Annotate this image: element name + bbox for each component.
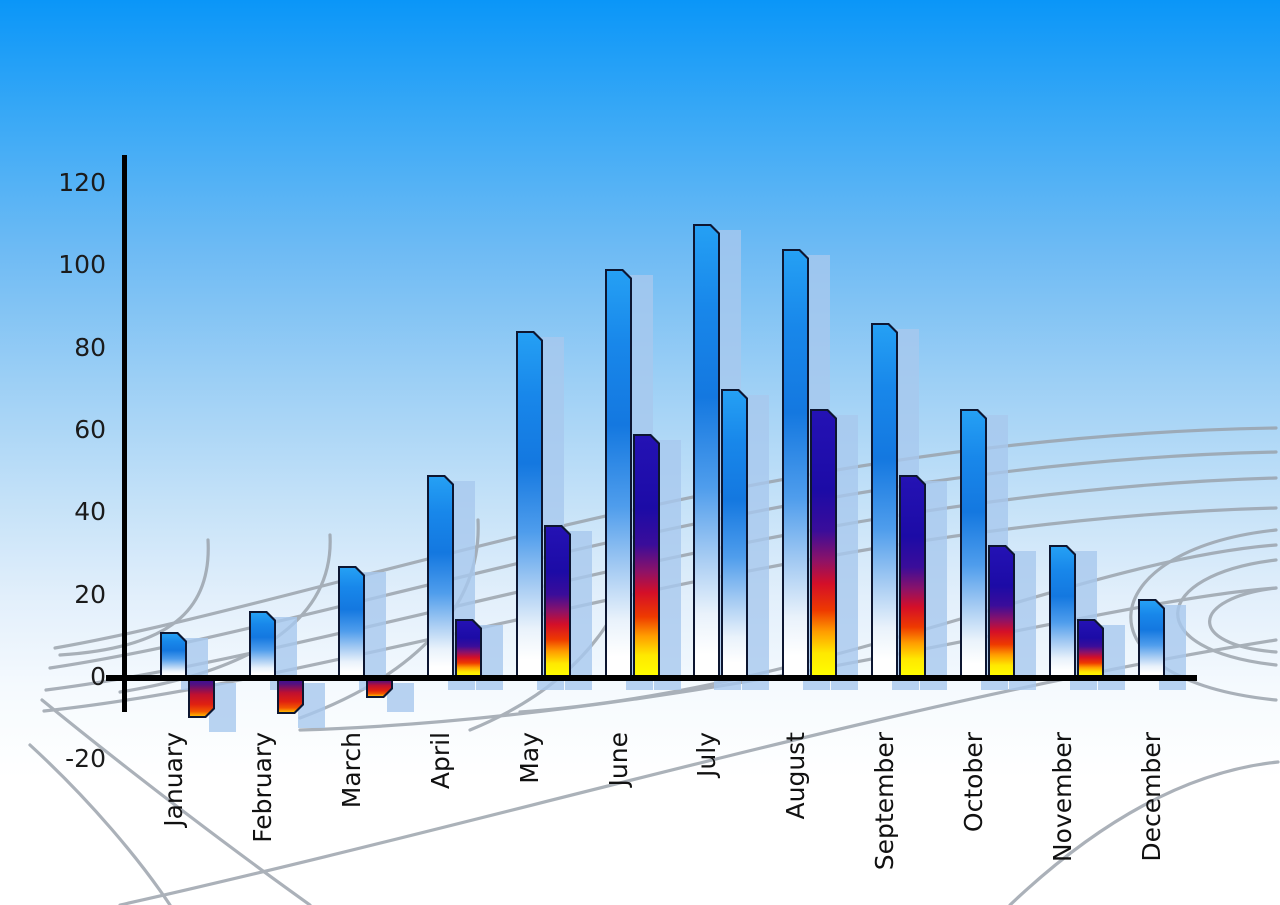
bar-november-primary bbox=[1049, 545, 1076, 677]
bar-february-primary-fill bbox=[251, 613, 274, 677]
y-tick-label-0: 0 bbox=[90, 662, 106, 691]
bar-november-secondary-fill bbox=[1079, 621, 1102, 677]
bar-september-secondary-fill bbox=[901, 477, 924, 677]
x-tick-label-march: March bbox=[337, 732, 366, 809]
y-tick-label-120: 120 bbox=[58, 168, 106, 197]
bar-april-primary bbox=[427, 475, 454, 677]
x-tick-label-february: February bbox=[248, 732, 277, 843]
bar-october-secondary bbox=[988, 545, 1015, 677]
x-tick-label-december: December bbox=[1137, 732, 1166, 862]
bar-july-primary-fill bbox=[695, 226, 718, 677]
y-tick-label-40: 40 bbox=[74, 497, 106, 526]
bar-january-secondary bbox=[188, 677, 215, 718]
x-tick-label-july: July bbox=[692, 732, 721, 777]
bar-october-secondary-fill bbox=[990, 547, 1013, 677]
bar-december-primary bbox=[1138, 599, 1165, 677]
bar-july-secondary bbox=[721, 389, 748, 677]
bar-october-primary bbox=[960, 409, 987, 677]
bar-september-primary-fill bbox=[873, 325, 896, 677]
x-tick-label-august: August bbox=[781, 732, 810, 820]
bar-january-primary bbox=[160, 632, 187, 677]
y-tick-label-100: 100 bbox=[58, 250, 106, 279]
bar-may-secondary-fill bbox=[546, 527, 569, 677]
x-tick-label-april: April bbox=[426, 732, 455, 790]
bar-may-primary-fill bbox=[518, 333, 541, 677]
x-tick-label-june: June bbox=[604, 732, 633, 787]
bar-april-secondary-fill bbox=[457, 621, 480, 677]
bar-january-secondary-fill bbox=[190, 677, 213, 716]
bar-january-primary-fill bbox=[162, 634, 185, 677]
x-tick-label-november: November bbox=[1048, 732, 1077, 863]
bar-february-primary bbox=[249, 611, 276, 677]
x-axis-line bbox=[106, 675, 1197, 681]
bar-april-secondary bbox=[455, 619, 482, 677]
bar-may-secondary bbox=[544, 525, 571, 677]
bar-july-primary bbox=[693, 224, 720, 677]
x-tick-label-september: September bbox=[870, 732, 899, 871]
bar-june-primary-fill bbox=[607, 271, 630, 677]
bar-march-secondary bbox=[366, 677, 393, 698]
bar-june-secondary bbox=[633, 434, 660, 677]
bar-august-primary bbox=[782, 249, 809, 677]
bar-june-primary bbox=[605, 269, 632, 677]
y-axis-line bbox=[122, 155, 127, 712]
bar-march-primary bbox=[338, 566, 365, 677]
bar-june-secondary-fill bbox=[635, 436, 658, 677]
y-tick-label-80: 80 bbox=[74, 333, 106, 362]
bar-april-primary-fill bbox=[429, 477, 452, 677]
bar-august-secondary-fill bbox=[812, 411, 835, 677]
bar-december-primary-fill bbox=[1140, 601, 1163, 677]
bar-august-secondary bbox=[810, 409, 837, 677]
bar-september-secondary bbox=[899, 475, 926, 677]
y-tick-label--20: -20 bbox=[65, 744, 106, 773]
x-tick-label-may: May bbox=[515, 732, 544, 784]
x-tick-label-october: October bbox=[959, 732, 988, 833]
bar-november-secondary bbox=[1077, 619, 1104, 677]
bar-may-primary bbox=[516, 331, 543, 677]
bar-september-primary bbox=[871, 323, 898, 677]
bar-august-primary-fill bbox=[784, 251, 807, 677]
x-tick-label-january: January bbox=[159, 732, 188, 827]
bar-march-secondary-fill bbox=[368, 677, 391, 696]
bar-february-secondary bbox=[277, 677, 304, 714]
y-tick-label-20: 20 bbox=[74, 580, 106, 609]
y-tick-label-60: 60 bbox=[74, 415, 106, 444]
bar-july-secondary-fill bbox=[723, 391, 746, 677]
bar-october-primary-fill bbox=[962, 411, 985, 677]
bar-november-primary-fill bbox=[1051, 547, 1074, 677]
bar-february-secondary-fill bbox=[279, 677, 302, 712]
bar-march-primary-fill bbox=[340, 568, 363, 677]
